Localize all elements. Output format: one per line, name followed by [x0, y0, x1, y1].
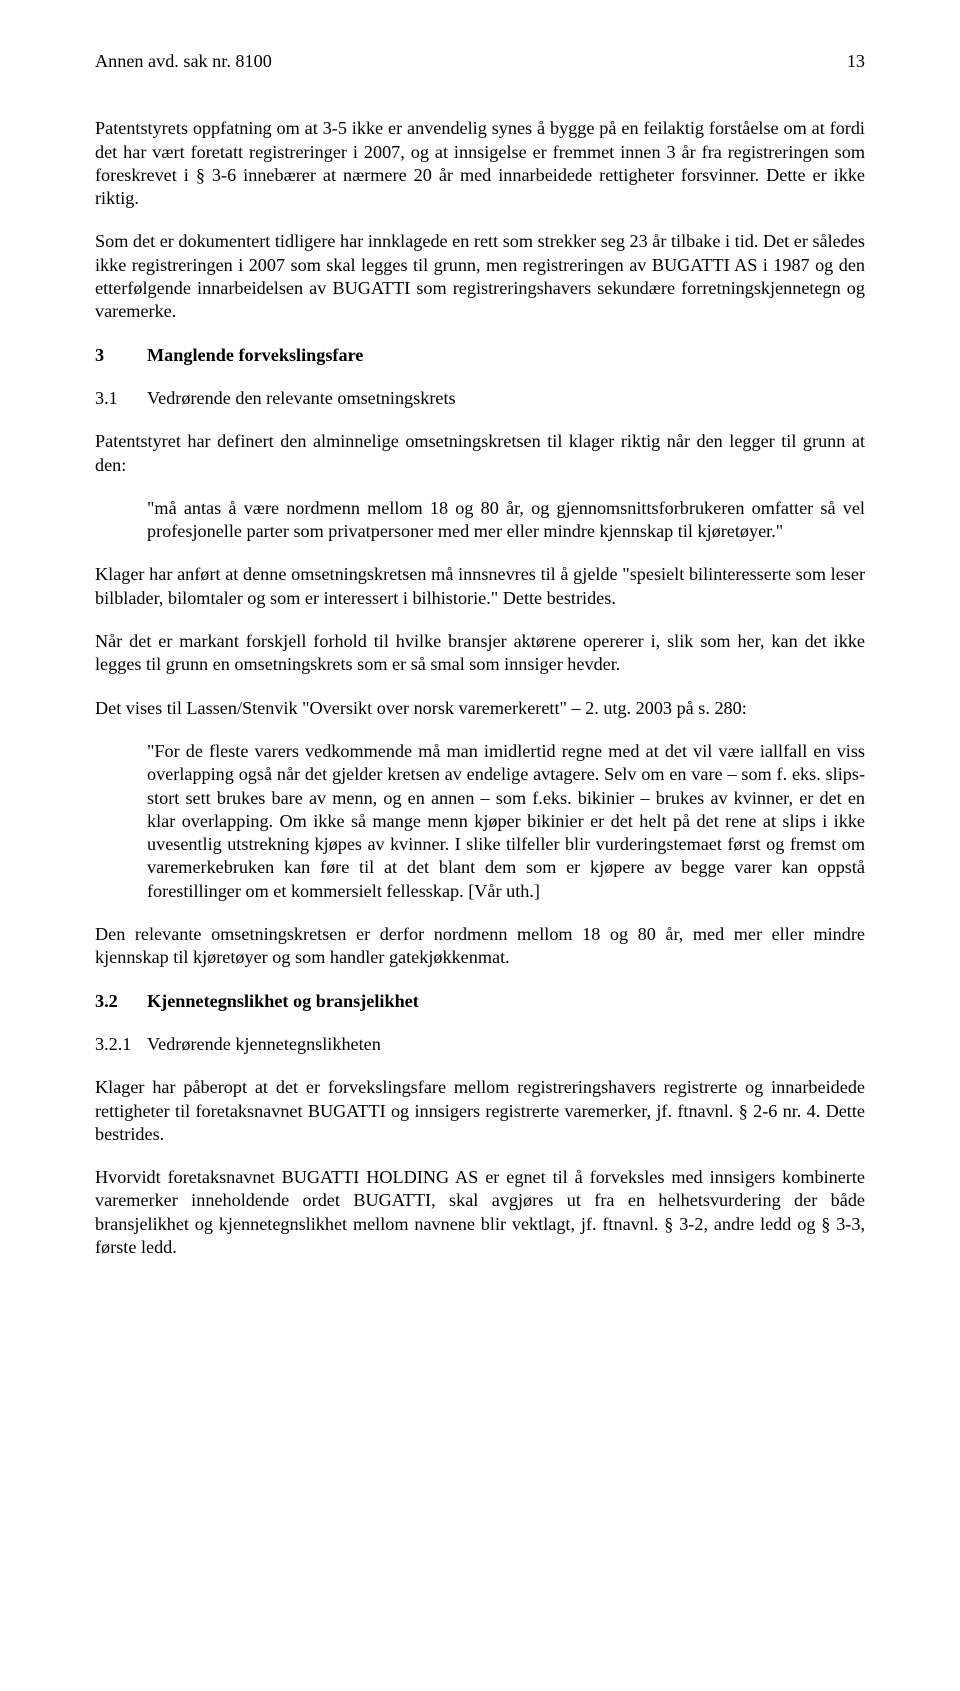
subsection-number: 3.2: [95, 990, 147, 1013]
document-page: Annen avd. sak nr. 8100 13 Patentstyrets…: [0, 0, 960, 1691]
subsection-title: Vedrørende den relevante omsetningskrets: [147, 387, 456, 410]
sub-subsection-title: Vedrørende kjennetegnslikheten: [147, 1033, 381, 1056]
section-number: 3: [95, 344, 147, 367]
subsection-title: Kjennetegnslikhet og bransjelikhet: [147, 990, 419, 1013]
subsection-heading: 3.1 Vedrørende den relevante omsetningsk…: [95, 387, 865, 410]
body-paragraph: Som det er dokumentert tidligere har inn…: [95, 230, 865, 323]
sub-subsection-heading: 3.2.1 Vedrørende kjennetegnslikheten: [95, 1033, 865, 1056]
body-paragraph: Patentstyret har definert den alminnelig…: [95, 430, 865, 477]
body-paragraph: Klager har påberopt at det er forvekslin…: [95, 1076, 865, 1146]
body-paragraph: Når det er markant forskjell forhold til…: [95, 630, 865, 677]
subsection-number: 3.1: [95, 387, 147, 410]
page-header: Annen avd. sak nr. 8100 13: [95, 50, 865, 73]
block-quote: "For de fleste varers vedkommende må man…: [147, 740, 865, 903]
block-quote: "må antas å være nordmenn mellom 18 og 8…: [147, 497, 865, 544]
body-paragraph: Den relevante omsetningskretsen er derfo…: [95, 923, 865, 970]
header-case-ref: Annen avd. sak nr. 8100: [95, 50, 272, 73]
sub-subsection-number: 3.2.1: [95, 1033, 147, 1056]
subsection-heading: 3.2 Kjennetegnslikhet og bransjelikhet: [95, 990, 865, 1013]
section-title: Manglende forvekslingsfare: [147, 344, 363, 367]
body-paragraph: Det vises til Lassen/Stenvik "Oversikt o…: [95, 697, 865, 720]
body-paragraph: Hvorvidt foretaksnavnet BUGATTI HOLDING …: [95, 1166, 865, 1259]
section-heading: 3 Manglende forvekslingsfare: [95, 344, 865, 367]
header-page-number: 13: [847, 50, 865, 73]
body-paragraph: Klager har anført at denne omsetningskre…: [95, 563, 865, 610]
body-paragraph: Patentstyrets oppfatning om at 3-5 ikke …: [95, 117, 865, 210]
